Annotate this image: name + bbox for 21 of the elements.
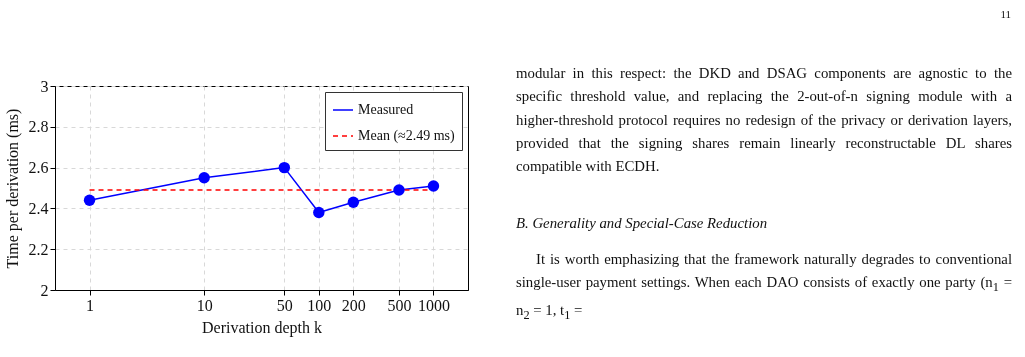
- y-tick-label: 2.2: [28, 240, 49, 258]
- x-tick-label: 50: [276, 296, 293, 314]
- y-tick-label: 2.4: [28, 199, 49, 217]
- legend-label: Mean (≈2.49 ms): [358, 128, 456, 144]
- text: modular in this respect: the DKD and DSAG components are agnostic to the specific threshold value, and replacing the 2-out-of-n signing module with a higher-threshold protocol requires no redesign of the privacy or derivation layers, provided that the signing shares remain linearly reconstructable DL shares compatible with ECDH.: [516, 64, 1012, 177]
- legend-label: Measured: [358, 102, 414, 117]
- x-tick-label: 1: [86, 296, 95, 314]
- text: 11: [1000, 8, 1011, 20]
- y-axis-title: Time per derivation (ms): [3, 108, 22, 269]
- x-tick-label: 10: [196, 296, 213, 314]
- text: B. Generality and Special-Case Reduction: [516, 214, 769, 234]
- y-tick-label: 3: [40, 77, 49, 95]
- y-tick-label: 2.6: [28, 159, 49, 177]
- y-tick-label: 2.8: [28, 118, 49, 136]
- text: It is worth emphasizing that the framework naturally degrades to conventional single-user payment settings. When each DAO consists of exactly one party (n$_{1}$ = n$_{2}$ = 1, t$_{1}$ =: [516, 250, 1012, 323]
- x-tick-label: 200: [341, 296, 366, 314]
- x-tick-label: 1000: [417, 296, 450, 314]
- y-tick-label: 2: [40, 281, 49, 299]
- x-axis-title: Derivation depth k: [202, 318, 322, 337]
- x-tick-label: 500: [387, 296, 412, 314]
- x-tick-label: 100: [307, 296, 332, 314]
